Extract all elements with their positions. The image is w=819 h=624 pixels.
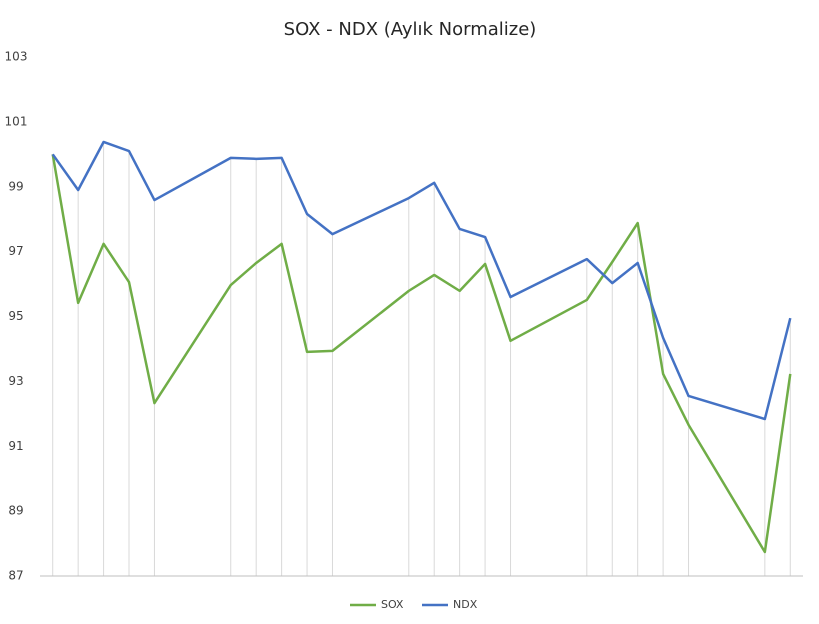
series-line <box>51 154 792 554</box>
y-tick-label: 97 <box>8 244 23 258</box>
legend-label: NDX <box>453 598 478 611</box>
y-tick-label: 101 <box>5 114 28 128</box>
y-tick-label: 93 <box>8 374 23 388</box>
series-line <box>51 140 792 421</box>
y-tick-label: 91 <box>8 439 23 453</box>
chart-title: SOX - NDX (Aylık Normalize) <box>284 19 537 40</box>
y-tick-label: 89 <box>8 504 23 518</box>
y-tick-label: 87 <box>8 569 23 583</box>
y-tick-label: 95 <box>8 309 23 323</box>
y-tick-label: 103 <box>5 50 28 64</box>
y-tick-label: 99 <box>8 179 23 193</box>
legend-label: SOX <box>381 598 404 611</box>
